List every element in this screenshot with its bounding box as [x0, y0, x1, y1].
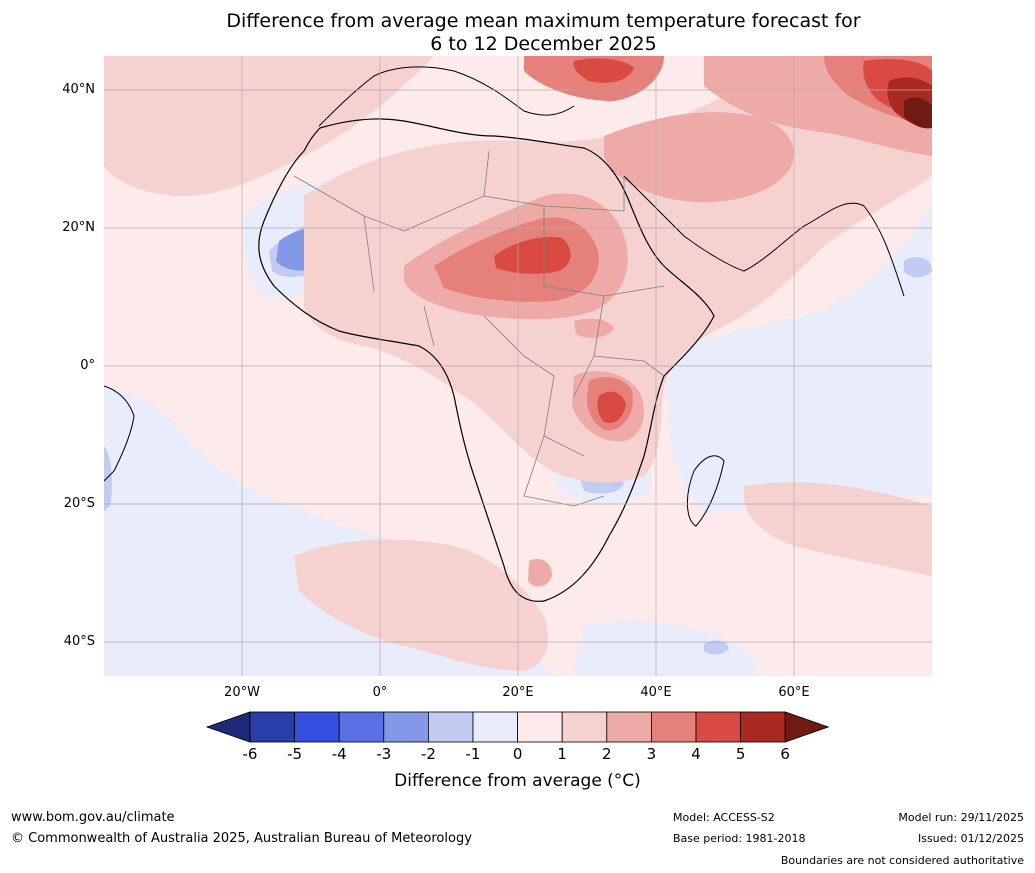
colorbar-tick-label: 5: [735, 745, 746, 763]
colorbar-arrow-max: [784, 711, 830, 743]
colorbar-segment: [740, 711, 786, 743]
colorbar-segment: [383, 711, 429, 743]
footer-issued: Issued: 01/12/2025: [917, 832, 1024, 845]
footer-model-run: Model run: 29/11/2025: [898, 811, 1024, 824]
colorbar-segment: [517, 711, 563, 743]
lat-label-40n: 40°N: [62, 82, 95, 97]
lat-label-20s: 20°S: [63, 496, 95, 511]
colorbar-tick-label: 0: [512, 745, 523, 763]
colorbar: [205, 711, 830, 743]
footer-model: Model: ACCESS-S2: [673, 811, 775, 824]
africa-coastline: [258, 118, 715, 602]
anomaly-pos2-southindian: [744, 482, 932, 576]
lat-label-20n: 20°N: [62, 220, 95, 235]
graticule: [104, 56, 932, 676]
lat-label-40s: 40°S: [63, 634, 95, 649]
colorbar-tick-label: 4: [691, 745, 701, 763]
lon-label-0: 0°: [372, 685, 388, 700]
colorbar-tick-label: 1: [557, 745, 567, 763]
anomaly-pos3-middleeast: [604, 112, 794, 203]
colorbar-title: Difference from average (°C): [394, 771, 641, 791]
colorbar-tick-label: 3: [646, 745, 657, 763]
madagascar-coastline: [687, 455, 725, 527]
anomaly-pos5-eastafrica: [597, 391, 626, 424]
colorbar-segment: [606, 711, 652, 743]
colorbar-tick-label: -5: [287, 745, 303, 763]
colorbar-tick-label: -4: [331, 745, 347, 763]
chart-title: Difference from average mean maximum tem…: [0, 10, 1035, 56]
anomaly-pos5-sahel: [494, 236, 571, 274]
colorbar-arrow-min: [205, 711, 251, 743]
colorbar-segment: [650, 711, 697, 743]
colorbar-segment: [427, 711, 474, 743]
title-line-2: 6 to 12 December 2025: [430, 33, 657, 55]
colorbar-tick-label: 2: [602, 745, 612, 763]
anomaly-neg2-southwest: [104, 446, 112, 511]
footer-base-period: Base period: 1981-2018: [673, 832, 806, 845]
colorbar-segment: [695, 711, 741, 743]
lon-label-20e: 20°E: [502, 685, 534, 700]
southamerica-coastline: [104, 385, 135, 482]
colorbar-segment: [249, 711, 295, 743]
footer-url[interactable]: www.bom.gov.au/climate: [11, 810, 175, 825]
colorbar-tick-label: 6: [780, 745, 790, 763]
colorbar-tick-label: -1: [465, 745, 481, 763]
anomaly-pos3-greatlakes: [574, 318, 614, 338]
anomaly-pos3-southafrica: [528, 558, 552, 587]
lon-label-20w: 20°W: [224, 685, 260, 700]
anomaly-neg-southindian: [574, 620, 757, 676]
footer-copyright: © Commonwealth of Australia 2025, Austra…: [11, 831, 472, 846]
footer-disclaimer: Boundaries are not considered authoritat…: [780, 854, 1024, 867]
colorbar-segment: [294, 711, 340, 743]
colorbar-segment: [561, 711, 608, 743]
anomaly-neg-indianocean: [664, 206, 932, 513]
anomaly-neg2-southindian: [704, 640, 729, 655]
colorbar-tick-label: -2: [420, 745, 436, 763]
lon-label-60e: 60°E: [778, 685, 810, 700]
forecast-map[interactable]: [104, 56, 932, 676]
anomaly-pos5-blacksea: [573, 58, 634, 83]
europe-coastline: [318, 66, 575, 127]
colorbar-segments: [205, 711, 830, 743]
anomaly-pos6-extreme: [904, 97, 932, 129]
colorbar-segment: [472, 711, 518, 743]
colorbar-tick-label: -3: [376, 745, 392, 763]
anomaly-pos2-northwest: [104, 56, 434, 196]
colorbar-tick-label: -6: [242, 745, 258, 763]
anomaly-neg2-arabiansea: [904, 257, 932, 278]
map-svg: [104, 56, 932, 676]
anomaly-pos2-southatlantic: [294, 539, 548, 671]
country-boundaries: [293, 150, 665, 507]
title-line-1: Difference from average mean maximum tem…: [226, 10, 861, 32]
lon-label-40e: 40°E: [640, 685, 672, 700]
colorbar-segment: [338, 711, 385, 743]
lat-label-0: 0°: [80, 358, 95, 373]
